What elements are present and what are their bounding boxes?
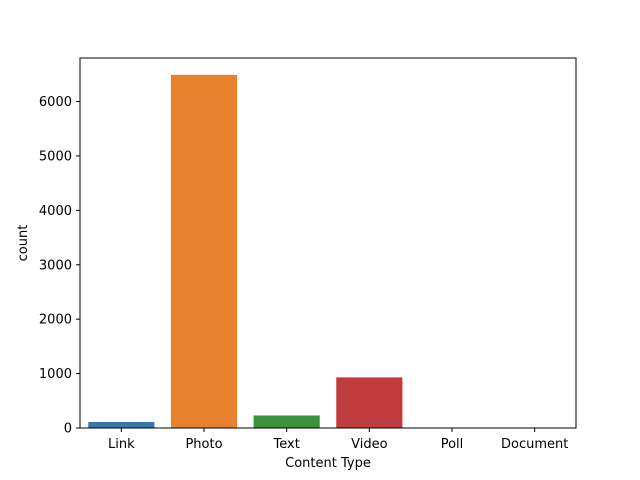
y-tick-label: 0 [64,422,72,437]
x-tick-label: Photo [185,437,222,452]
bar-text [253,415,320,428]
plot-frame [79,57,577,429]
y-tick-label: 4000 [39,204,72,219]
bars-group [88,74,568,428]
x-tick-label: Video [351,437,387,452]
bar-link [88,422,155,428]
x-axis-ticks: Link Photo Text Video Poll Document [108,428,568,452]
bar-photo [170,74,238,428]
x-axis-label: Content Type [285,456,371,471]
x-tick-label: Document [501,437,568,452]
x-tick-label: Poll [441,437,464,452]
x-tick-label: Text [273,437,300,452]
y-axis-ticks: 0 1000 2000 3000 4000 5000 6000 [39,95,80,437]
y-tick-label: 1000 [39,367,72,382]
y-tick-label: 3000 [39,258,72,273]
y-tick-label: 5000 [39,149,72,164]
y-axis-label: count [16,225,31,262]
x-tick-label: Link [108,437,135,452]
bar-video [336,377,403,428]
y-tick-label: 2000 [39,313,72,328]
y-tick-label: 6000 [39,95,72,110]
